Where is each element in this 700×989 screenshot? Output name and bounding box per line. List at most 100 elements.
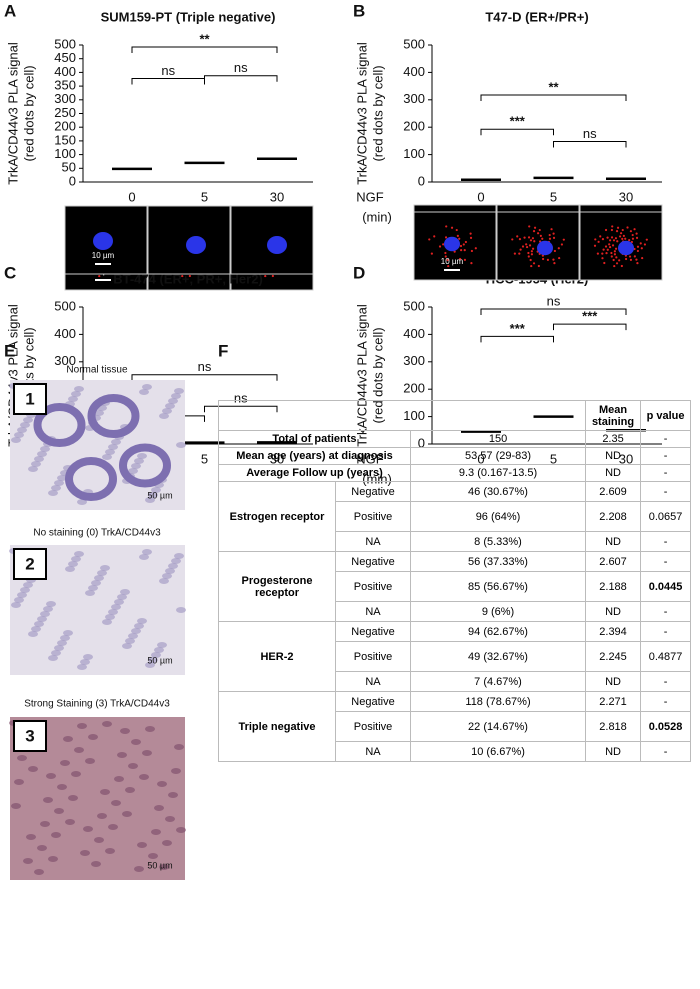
y-tick-label: 300 <box>54 91 76 106</box>
table-cell: - <box>640 621 692 642</box>
cell-texture <box>108 824 118 830</box>
pla-dot <box>635 232 638 235</box>
cell-texture <box>154 647 164 653</box>
pla-dot <box>640 247 643 250</box>
cell-texture <box>165 816 175 822</box>
pla-dot <box>626 226 629 229</box>
cell-texture <box>165 403 175 409</box>
pla-dot <box>444 255 447 258</box>
table-row: Estrogen receptor Negative 46 (30.67%) 2.60… <box>218 481 692 552</box>
cell-texture <box>11 803 21 809</box>
cell-texture <box>131 463 141 469</box>
pla-dot <box>516 235 519 238</box>
pla-dot <box>533 240 536 243</box>
scale-label: 50 µm <box>147 860 172 870</box>
table-cell: Negative <box>335 551 411 572</box>
pla-dot <box>601 257 604 260</box>
table-cell: 0.0445 <box>640 571 692 602</box>
significance-label: ns <box>583 126 597 141</box>
pla-dot <box>444 251 447 255</box>
cell-texture <box>137 842 147 848</box>
cell-texture <box>151 829 161 835</box>
pla-dot <box>428 238 431 241</box>
cell-texture <box>43 606 53 612</box>
table-cell: ND <box>585 601 642 622</box>
cell-texture <box>46 601 56 607</box>
cell-texture <box>71 391 81 397</box>
nucleus <box>618 240 634 256</box>
cell-texture <box>174 388 184 394</box>
cell-texture <box>176 827 186 833</box>
cell-texture <box>142 384 152 390</box>
table-cell: Total of patients <box>218 430 411 448</box>
cell-texture <box>145 497 155 503</box>
pla-dot <box>458 257 462 261</box>
pla-dot <box>618 259 621 262</box>
pla-dot <box>633 228 636 231</box>
table-cell: 85 (56.67%) <box>409 571 587 602</box>
table-cell: HER-2 <box>218 621 336 692</box>
image-caption: No staining (0) TrkA/CD44v3 <box>33 528 161 539</box>
cell-texture <box>51 485 61 491</box>
y-tick-label: 0 <box>418 173 425 188</box>
pla-dot <box>519 248 522 251</box>
cell-texture <box>174 744 184 750</box>
table-cell: NA <box>335 741 411 762</box>
significance-label: *** <box>510 114 526 129</box>
pla-dot <box>562 238 565 241</box>
significance-label: ** <box>199 31 210 46</box>
pla-dot <box>631 233 634 237</box>
table-cell: 2.208 <box>585 501 642 532</box>
pla-dot <box>537 264 540 268</box>
cell-texture <box>54 808 64 814</box>
pla-dot <box>613 253 617 256</box>
table-cell: 9 (6%) <box>409 601 587 622</box>
pla-dot <box>641 256 644 260</box>
table-cell: NA <box>335 671 411 692</box>
pla-dot <box>447 264 450 268</box>
cell-texture <box>176 607 186 613</box>
pla-dot <box>271 274 274 278</box>
table-cell: Negative <box>335 481 411 502</box>
table-row: Total of patients 150 2.35- <box>218 430 692 448</box>
panel-letter: E <box>4 341 15 360</box>
table-cell: - <box>640 464 692 482</box>
pla-dot <box>603 261 606 265</box>
scale-label: 10 µm <box>92 251 115 260</box>
table-cell: 53.57 (29-83) <box>409 447 587 465</box>
cell-texture <box>100 789 110 795</box>
cell-texture <box>162 573 172 579</box>
cell-texture <box>60 760 70 766</box>
table-cell: Positive <box>335 641 411 672</box>
cell-texture <box>91 861 101 867</box>
pla-dot <box>636 249 640 253</box>
y-axis-label: TrkA/CD44v3 PLA signal <box>5 42 20 185</box>
cell-texture <box>37 845 47 851</box>
pla-dot <box>463 249 466 252</box>
cell-texture <box>14 779 24 785</box>
cell-texture <box>46 773 56 779</box>
pla-dot <box>615 262 619 265</box>
cell-texture <box>120 589 130 595</box>
pla-dot <box>597 240 600 243</box>
cell-texture <box>71 771 81 777</box>
cell-texture <box>68 795 78 801</box>
y-tick-label: 350 <box>54 78 76 93</box>
table-cell: - <box>640 741 692 762</box>
cell-texture <box>154 805 164 811</box>
y-tick-label: 300 <box>403 353 425 368</box>
significance-label: *** <box>510 321 526 336</box>
pla-dot <box>593 244 597 247</box>
table-cell: - <box>640 671 692 692</box>
pla-dot <box>612 258 615 262</box>
cell-texture <box>148 853 158 859</box>
cell-texture <box>74 551 84 557</box>
pla-dot <box>621 228 624 232</box>
pla-dot <box>536 232 540 235</box>
cell-texture <box>159 413 169 419</box>
gland <box>33 403 86 447</box>
micrograph <box>413 211 497 281</box>
data-table: Mean staining p value Total of patients 150… <box>217 400 692 762</box>
table-cell: - <box>640 531 692 552</box>
table-cell: - <box>640 481 692 502</box>
